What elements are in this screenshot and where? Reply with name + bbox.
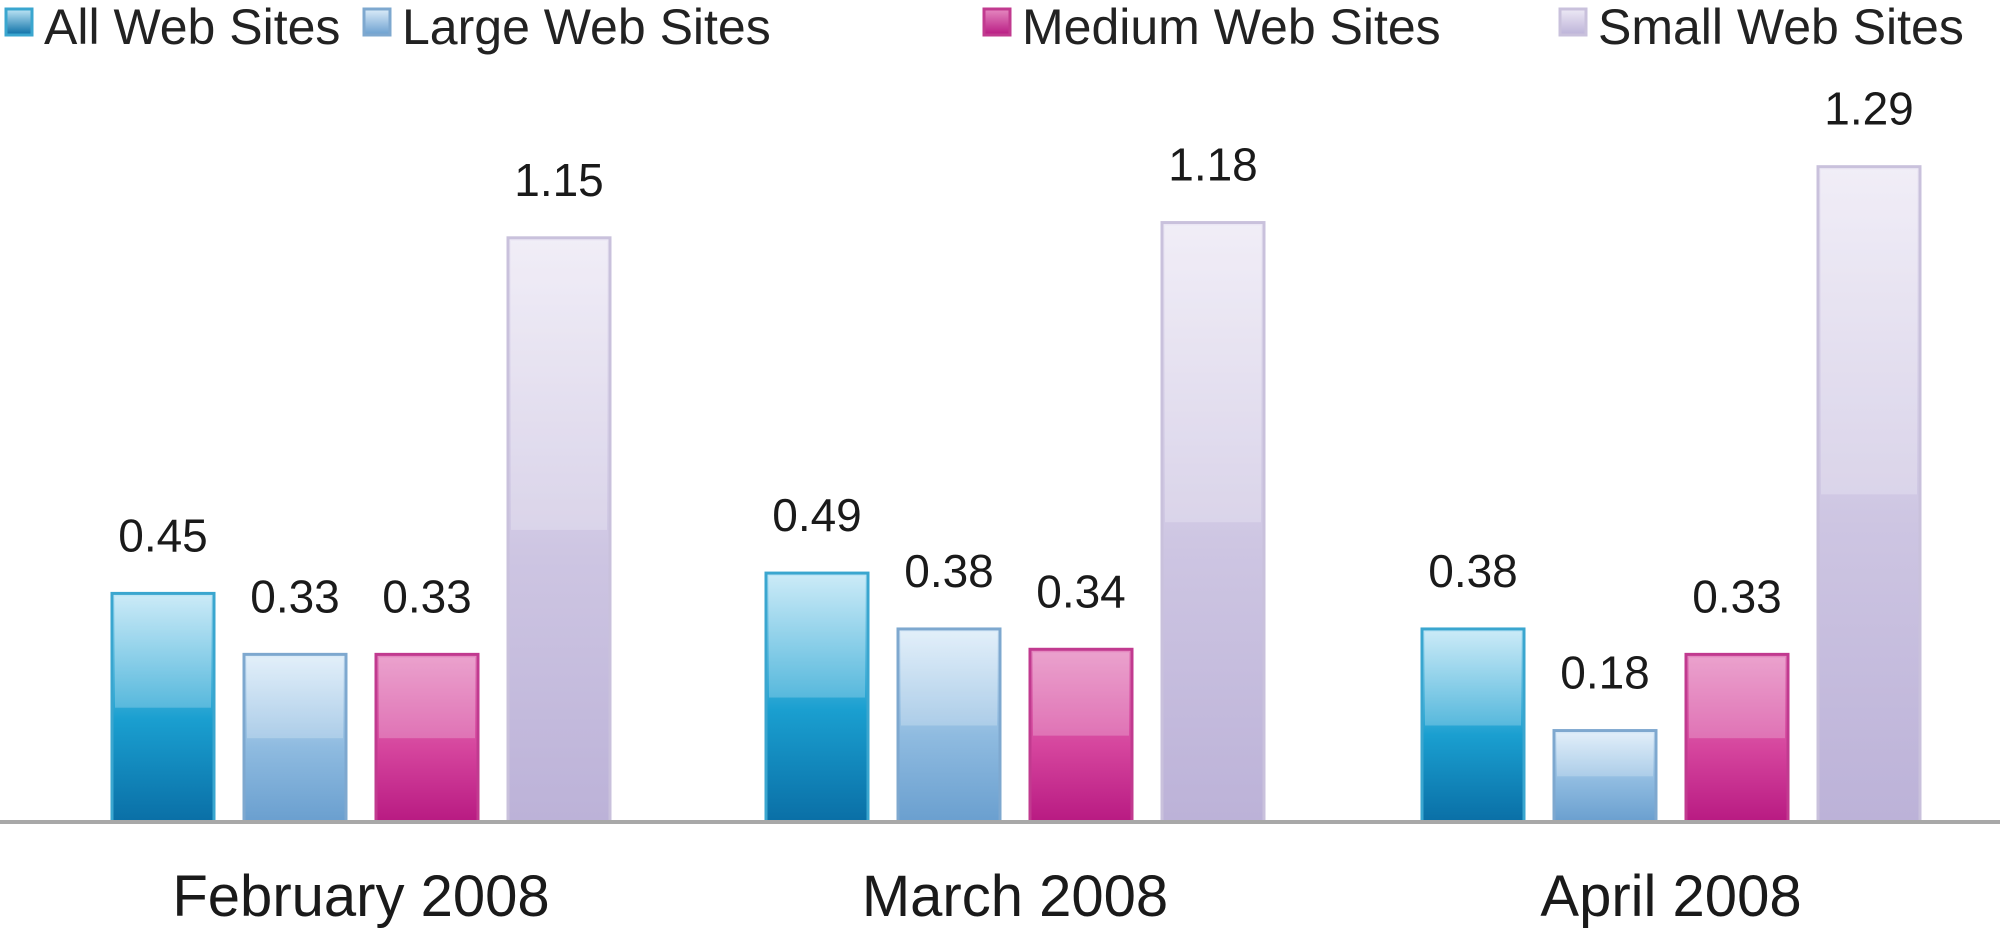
- bar-highlight-large-web-sites-april-2008: [1557, 733, 1653, 777]
- x-tick-label-april-2008: April 2008: [1540, 864, 1801, 929]
- bar-highlight-large-web-sites-february-2008: [247, 657, 343, 739]
- bar-highlight-all-web-sites-february-2008: [115, 596, 211, 708]
- data-label-large-web-sites-april-2008: 0.18: [1560, 647, 1650, 699]
- bar-large-web-sites-march-2008: [896, 627, 1002, 824]
- data-label-all-web-sites-february-2008: 0.45: [118, 509, 208, 561]
- x-tick-label-march-2008: March 2008: [862, 864, 1168, 929]
- bar-highlight-small-web-sites-march-2008: [1165, 225, 1261, 523]
- data-label-large-web-sites-february-2008: 0.33: [250, 570, 340, 622]
- legend-item-large-web-sites: Large Web Sites: [362, 0, 771, 55]
- bar-highlight-small-web-sites-april-2008: [1821, 169, 1917, 495]
- bar-large-web-sites-april-2008: [1552, 729, 1658, 824]
- legend: All Web Sites Large Web Sites Medium Web S…: [4, 0, 1964, 55]
- bar-all-web-sites-february-2008: [110, 591, 216, 824]
- legend-item-small-web-sites: Small Web Sites: [1558, 0, 1964, 55]
- data-label-all-web-sites-march-2008: 0.49: [772, 489, 862, 541]
- bar-highlight-all-web-sites-april-2008: [1425, 631, 1521, 726]
- data-label-medium-web-sites-april-2008: 0.33: [1692, 570, 1782, 622]
- bar-highlight-all-web-sites-march-2008: [769, 576, 865, 698]
- legend-label-small-web-sites: Small Web Sites: [1598, 0, 1964, 55]
- data-label-small-web-sites-march-2008: 1.18: [1168, 139, 1258, 191]
- bar-highlight-small-web-sites-february-2008: [511, 240, 607, 530]
- bar-highlight-medium-web-sites-february-2008: [379, 657, 475, 739]
- data-label-small-web-sites-april-2008: 1.29: [1824, 83, 1914, 135]
- data-label-medium-web-sites-february-2008: 0.33: [382, 570, 472, 622]
- legend-swatch-all-web-sites: [4, 7, 34, 37]
- legend-label-large-web-sites: Large Web Sites: [402, 0, 771, 55]
- x-tick-label-february-2008: February 2008: [172, 864, 549, 929]
- legend-item-medium-web-sites: Medium Web Sites: [982, 0, 1441, 55]
- bar-small-web-sites-april-2008: [1816, 165, 1922, 824]
- data-label-medium-web-sites-march-2008: 0.34: [1036, 565, 1126, 617]
- legend-label-all-web-sites: All Web Sites: [44, 0, 340, 55]
- x-axis-tick-labels: February 2008 March 2008 April 2008: [172, 864, 1801, 929]
- data-label-large-web-sites-march-2008: 0.38: [904, 545, 994, 597]
- legend-swatch-medium-web-sites: [982, 7, 1012, 37]
- bar-highlight-medium-web-sites-march-2008: [1033, 652, 1129, 736]
- bar-small-web-sites-march-2008: [1160, 221, 1266, 824]
- bar-highlight-medium-web-sites-april-2008: [1689, 657, 1785, 739]
- bar-large-web-sites-february-2008: [242, 652, 348, 824]
- legend-label-medium-web-sites: Medium Web Sites: [1022, 0, 1441, 55]
- legend-swatch-large-web-sites: [362, 7, 392, 37]
- data-label-all-web-sites-april-2008: 0.38: [1428, 545, 1518, 597]
- bar-medium-web-sites-april-2008: [1684, 652, 1790, 824]
- data-label-small-web-sites-february-2008: 1.15: [514, 154, 604, 206]
- data-labels: 0.45 0.33 0.33 1.15 0.49 0.38 0.34 1.18 0.38 0.18…: [118, 83, 1914, 699]
- legend-swatch-small-web-sites: [1558, 7, 1588, 37]
- legend-item-all-web-sites: All Web Sites: [4, 0, 340, 55]
- bar-small-web-sites-february-2008: [506, 236, 612, 824]
- bars: [110, 165, 1922, 824]
- bar-highlight-large-web-sites-march-2008: [901, 631, 997, 726]
